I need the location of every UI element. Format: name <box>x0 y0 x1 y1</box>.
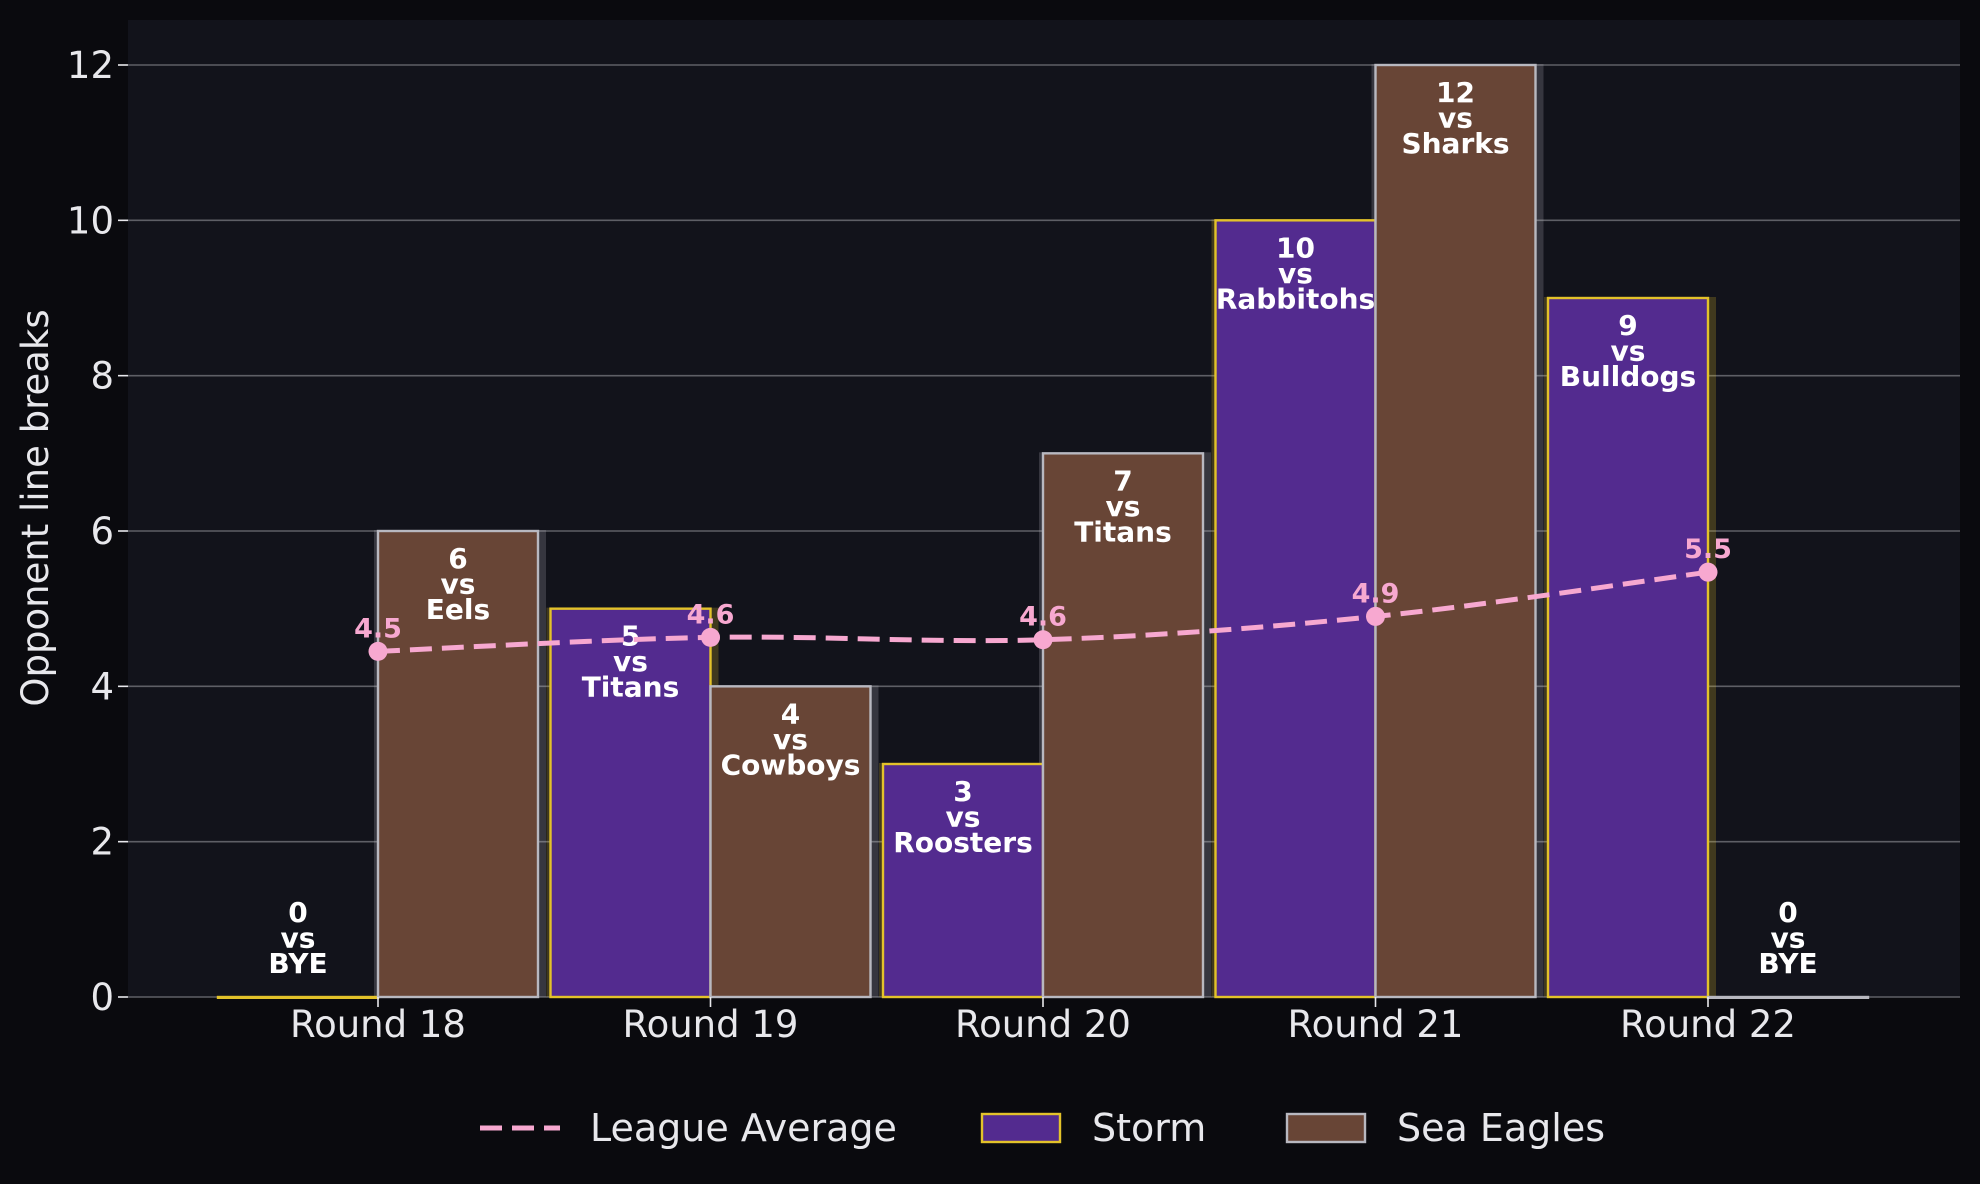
y-tick-label: 8 <box>90 355 114 398</box>
bar-vs-label: vs <box>1438 102 1473 135</box>
bar-value-label: 9 <box>1618 309 1637 342</box>
bar-value-label: 6 <box>448 542 467 575</box>
league-average-value-label: 5.5 <box>1684 534 1732 565</box>
x-tick-label: Round 18 <box>290 1003 466 1046</box>
y-tick-label: 4 <box>90 665 114 708</box>
bar-value-label: 12 <box>1436 76 1475 109</box>
league-average-point <box>1698 562 1718 582</box>
storm-bar <box>1546 296 1710 999</box>
x-tick-label: Round 21 <box>1288 1003 1464 1046</box>
legend-sea-eagles-swatch <box>1285 1112 1367 1144</box>
y-axis-ticks: 0 2 4 6 8 10 12 <box>67 44 128 1019</box>
league-average-point <box>1366 606 1385 626</box>
bar-value-label: 3 <box>953 775 972 808</box>
sea-eagles-bar <box>376 529 540 999</box>
bar-value-label: 7 <box>1113 464 1132 497</box>
y-axis-title: Opponent line breaks <box>14 309 57 706</box>
bar-vs-label: vs <box>1611 335 1646 368</box>
bar-value-label: 0 <box>1778 896 1797 929</box>
bar-vs-label: vs <box>1106 490 1141 523</box>
bar-opponent-label: Roosters <box>893 826 1033 859</box>
bar-opponent-label: Sharks <box>1401 127 1509 160</box>
sea-eagles-bar <box>1706 995 1870 1000</box>
bar-value-label: 10 <box>1276 231 1315 264</box>
league-average-point <box>701 627 720 647</box>
bar-labels: 0vsBYE5vsTitans3vsRoosters10vsRabbitohs9… <box>268 76 1817 980</box>
bar-vs-label: vs <box>1278 257 1313 290</box>
league-average-value-label: 4.5 <box>354 613 402 644</box>
bar-opponent-label: Eels <box>426 593 490 626</box>
bar-opponent-label: Bulldogs <box>1560 360 1696 393</box>
legend: League Average Storm Sea Eagles <box>480 1106 1605 1150</box>
x-tick-label: Round 19 <box>623 1003 799 1046</box>
storm-bar <box>881 762 1045 999</box>
y-tick-label: 0 <box>90 976 114 1019</box>
x-tick-label: Round 20 <box>955 1003 1131 1046</box>
bar-vs-label: vs <box>1771 922 1806 955</box>
bar-value-label: 5 <box>621 620 640 653</box>
legend-storm-label: Storm <box>1092 1106 1206 1150</box>
bars <box>216 63 1870 1000</box>
sea-eagles-bar <box>709 685 872 999</box>
legend-sea-eagles-label: Sea Eagles <box>1397 1106 1605 1150</box>
bar-opponent-label: BYE <box>268 947 327 980</box>
bar-vs-label: vs <box>613 645 648 678</box>
storm-bar <box>1214 219 1377 999</box>
bar-opponent-label: BYE <box>1758 947 1817 980</box>
bar-vs-label: vs <box>441 568 476 601</box>
y-tick-label: 6 <box>90 510 114 553</box>
x-axis-ticks: Round 18 Round 19 Round 20 Round 21 Round 22 <box>290 997 1796 1046</box>
sea-eagles-bar <box>1374 63 1537 999</box>
bar-value-label: 0 <box>288 896 307 929</box>
x-tick-label: Round 22 <box>1620 1003 1796 1046</box>
bar-opponent-label: Rabbitohs <box>1216 282 1375 315</box>
storm-bar <box>549 607 712 999</box>
legend-league-average-label: League Average <box>590 1106 897 1150</box>
league-average-value-label: 4.9 <box>1352 578 1400 609</box>
league-average-line: 4.5 4.6 4.6 4.9 5.5 <box>354 534 1732 661</box>
storm-bar <box>216 995 380 1000</box>
sea-eagles-bar <box>1041 452 1205 999</box>
legend-storm-swatch <box>980 1112 1062 1144</box>
league-average-point <box>368 641 388 661</box>
y-tick-label: 12 <box>67 44 114 87</box>
bar-opponent-label: Titans <box>1074 515 1172 548</box>
y-tick-label: 10 <box>67 199 114 242</box>
league-average-point <box>1033 630 1053 650</box>
bar-opponent-label: Cowboys <box>721 748 861 781</box>
league-average-value-label: 4.6 <box>687 599 735 630</box>
y-tick-label: 2 <box>90 821 114 864</box>
bar-vs-label: vs <box>946 801 981 834</box>
bar-vs-label: vs <box>773 723 808 756</box>
bar-opponent-label: Titans <box>582 671 680 704</box>
bar-value-label: 4 <box>781 697 800 730</box>
league-average-value-label: 4.6 <box>1019 602 1067 633</box>
bar-vs-label: vs <box>281 922 316 955</box>
